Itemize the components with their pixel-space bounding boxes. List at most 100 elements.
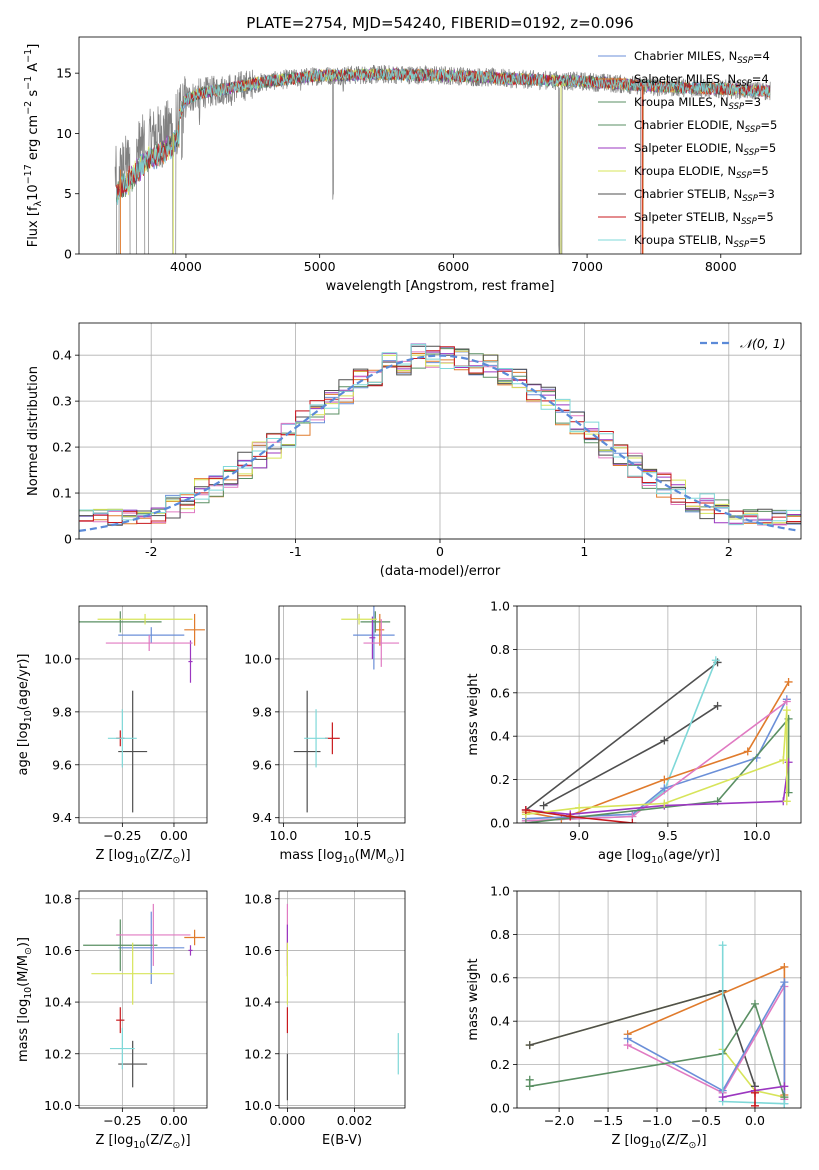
x-axis-label: wavelength [Angstrom, rest frame] — [326, 279, 555, 294]
y-tick-label: 9.6 — [52, 757, 72, 772]
error-bar-point — [105, 635, 193, 651]
y-tick-label: 15 — [56, 66, 72, 81]
x-tick-label: 10.0 — [743, 828, 771, 843]
plus-marker — [782, 697, 791, 706]
x-tick-label: −1.0 — [642, 1113, 672, 1128]
y-tick-label: 1.0 — [490, 884, 510, 899]
error-bar-point — [375, 613, 385, 646]
x-tick-label: 10.5 — [344, 828, 372, 843]
y-tick-label: 10.0 — [44, 651, 72, 666]
legend-entry: Chabrier MILES, NSSP=4 — [634, 49, 770, 66]
x-tick-label: 0.0 — [745, 1113, 765, 1128]
y-tick-label: 10.2 — [44, 1046, 72, 1061]
y-tick-label: 10.8 — [44, 891, 72, 906]
plot-area — [286, 903, 399, 1101]
x-tick-label: 5000 — [304, 259, 336, 274]
plus-marker — [521, 805, 530, 814]
axes-frame — [78, 605, 208, 824]
plus-marker — [713, 701, 722, 710]
plus-marker — [718, 1093, 727, 1102]
x-tick-label: 0.000 — [270, 1113, 306, 1128]
error-bar-point — [118, 911, 185, 984]
weight-series-line — [525, 661, 719, 811]
plus-marker — [750, 1101, 759, 1108]
y-tick-label: 10.0 — [244, 1098, 272, 1113]
y-tick-label: 10.6 — [244, 943, 272, 958]
plus-marker — [660, 784, 669, 793]
spectrum-panel: 4000 5000 6000 7000 8000 0 5 10 15 wavelength [An… — [23, 36, 802, 294]
legend-entry: Chabrier ELODIE, NSSP=5 — [634, 118, 777, 135]
legend-entry: Kroupa STELIB, NSSP=5 — [634, 233, 766, 250]
error-bar-point — [188, 640, 193, 683]
x-tick-label: 10.0 — [270, 828, 298, 843]
plus-marker — [711, 656, 720, 665]
y-tick-label: 0.4 — [490, 729, 510, 744]
error-bar-point — [91, 942, 174, 1005]
plot-area — [79, 611, 205, 813]
x-tick-label: −2.0 — [544, 1113, 574, 1128]
x-axis-label: Z [log10​(Z/Z⊙​)] — [611, 1133, 706, 1151]
y-axis-label: mass [log10​(M/M⊙​)] — [16, 937, 34, 1062]
error-bar-point — [118, 690, 148, 813]
y-tick-label: 0.3 — [52, 394, 72, 409]
x-tick-label: −0.25 — [103, 828, 141, 843]
plus-marker — [660, 799, 669, 808]
y-tick-label: 10.2 — [244, 1046, 272, 1061]
error-bar-point — [116, 1007, 125, 1034]
x-tick-label: 6000 — [437, 259, 469, 274]
weight-series-line — [525, 710, 788, 816]
error-bar-point — [363, 619, 400, 667]
y-axis-label: mass weight — [466, 673, 481, 755]
legend-entry: Kroupa ELODIE, NSSP=5 — [634, 164, 769, 181]
normal-distribution-curve — [79, 354, 799, 532]
x-tick-label: 9.0 — [569, 828, 589, 843]
weight-vs-age-panel: 9.0 9.5 10.0 0.0 0.2 0.4 0.6 0.8 1.0 age [log10​(… — [466, 599, 802, 866]
mass-vs-z-panel: −0.25 0.00 10.0 10.2 10.4 10.6 10.8 Z [log10​(Z… — [16, 890, 208, 1151]
legend: Chabrier MILES, NSSP=4 Salpeter MILES, NS… — [598, 49, 777, 250]
mass-vs-ebv-panel: 0.000 0.002 10.0 10.2 10.4 10.6 10.8 E(B-V) — [244, 890, 406, 1148]
y-tick-label: 9.6 — [252, 757, 272, 772]
x-axis-label: (data-model)/error — [380, 564, 501, 579]
plot-area — [114, 64, 771, 254]
x-tick-label: 0.00 — [160, 828, 188, 843]
y-axis-label: mass weight — [466, 958, 481, 1040]
y-tick-label: 0.8 — [490, 927, 510, 942]
y-tick-label: 10 — [56, 126, 72, 141]
plus-marker — [566, 812, 575, 821]
legend-entry: Kroupa MILES, NSSP=3 — [634, 95, 761, 112]
residuals-panel: -2 -1 0 1 2 0 0.1 0.2 0.3 0.4 (data-model)/error No… — [26, 322, 802, 579]
y-tick-label: 10.0 — [44, 1098, 72, 1113]
x-tick-label: 7000 — [571, 259, 603, 274]
x-tick-label: 9.5 — [658, 828, 678, 843]
x-tick-label: −0.5 — [691, 1113, 721, 1128]
plus-marker — [784, 677, 793, 686]
legend-entry: Chabrier STELIB, NSSP=3 — [634, 187, 775, 204]
plus-marker — [782, 706, 791, 715]
y-tick-label: 0.4 — [52, 348, 72, 363]
y-tick-label: 10.4 — [44, 995, 72, 1010]
error-bar-point — [79, 611, 162, 633]
y-axis-label: Normed distribution — [26, 366, 41, 496]
y-tick-label: 10.0 — [244, 651, 272, 666]
axes-frame — [78, 36, 802, 255]
x-tick-label: 2 — [725, 544, 733, 559]
axes-frame — [78, 890, 208, 1109]
plot-area — [79, 343, 801, 539]
y-tick-label: 9.8 — [52, 704, 72, 719]
plus-marker — [521, 819, 530, 823]
weight-series-line — [525, 716, 790, 823]
error-bar-point — [360, 611, 391, 633]
axes-frame — [278, 605, 406, 824]
x-axis-label: age [log10​(age/yr)] — [598, 848, 720, 866]
x-axis-label: Z [log10​(Z/Z⊙​)] — [95, 1133, 190, 1151]
error-bar-point — [369, 616, 376, 659]
plus-marker — [623, 1034, 632, 1043]
legend-entry: Salpeter STELIB, NSSP=5 — [634, 210, 774, 227]
x-tick-label: -1 — [289, 544, 301, 559]
y-tick-label: 0 — [64, 532, 72, 547]
x-tick-label: −1.5 — [593, 1113, 623, 1128]
y-tick-label: 0.0 — [490, 816, 510, 831]
legend-entry: Salpeter MILES, NSSP=4 — [634, 72, 769, 89]
x-axis-label: E(B-V) — [322, 1133, 362, 1148]
